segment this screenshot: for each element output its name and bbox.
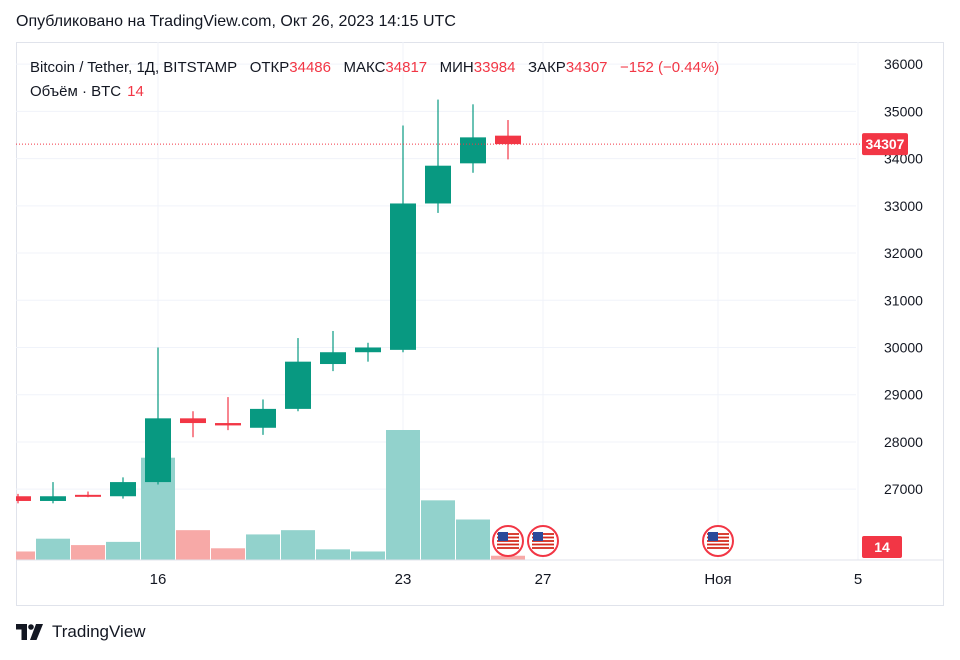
time-tick-label: 23 [395, 571, 412, 588]
volume-bar [71, 545, 105, 560]
volume-bar [491, 555, 525, 560]
price-badge: 34307 [862, 133, 908, 156]
brand-name: TradingView [52, 622, 146, 641]
flag-canton [533, 532, 543, 541]
price-badge-text: 34307 [866, 136, 905, 152]
us-flag-event-icon [527, 525, 559, 557]
published-line: Опубликовано на TradingView.com, Окт 26,… [16, 13, 456, 30]
time-axis: 16 23 27 Ноя 5 [16, 559, 944, 588]
volume-bar [211, 548, 245, 560]
open-label: ОТКР [249, 59, 290, 76]
flag-stripe [497, 543, 519, 546]
tradingview-logo-icon [16, 624, 43, 640]
flag-stripe [532, 547, 554, 549]
volume-bar [386, 430, 420, 560]
volume-badge-text: 14 [874, 539, 890, 555]
candle-body [40, 496, 66, 501]
close-value: 34307 [565, 59, 608, 76]
volume-bar [281, 530, 315, 560]
price-tick-label: 28000 [884, 434, 923, 450]
time-tick-label: 5 [854, 571, 862, 588]
volume-bar [456, 519, 490, 560]
candle-body [180, 418, 206, 424]
low-value: 33984 [473, 59, 516, 76]
close-label: ЗАКР [528, 59, 566, 76]
candle-body [110, 482, 136, 497]
open-value: 34486 [289, 59, 331, 76]
candle-body [145, 418, 171, 483]
price-tick-label: 27000 [884, 481, 923, 497]
candle-body [250, 408, 276, 428]
symbol-label: Bitcoin / Tether, 1Д, BITSTAMP [30, 59, 238, 76]
candle-body [390, 203, 416, 350]
price-tick-label: 36000 [884, 56, 923, 72]
candle-body [460, 137, 486, 164]
price-tick-label: 32000 [884, 245, 923, 261]
change-value: −152 (−0.44%) [620, 59, 720, 76]
flag-canton [498, 532, 508, 541]
time-tick-label: Ноя [704, 571, 731, 588]
price-tick-label: 31000 [884, 292, 923, 308]
candle-body [285, 361, 311, 409]
volume-bar [421, 500, 455, 560]
chart-frame [16, 42, 944, 606]
flag-canton [708, 532, 718, 541]
flag-stripe [707, 543, 729, 546]
flag-stripe [532, 543, 554, 546]
price-axis: 2700028000290003000031000320003300034000… [884, 56, 923, 497]
volume-bar [351, 551, 385, 560]
high-value: 34817 [385, 59, 428, 76]
candle-body [495, 135, 521, 145]
volume-bar [246, 534, 280, 560]
candle-body [75, 494, 101, 497]
price-tick-label: 35000 [884, 103, 923, 119]
us-flag-event-icon [492, 525, 524, 557]
candle-body [16, 496, 31, 501]
time-tick-label: 16 [150, 571, 167, 588]
candle-body [215, 423, 241, 426]
volume-bar [16, 551, 35, 560]
ohlc-legend: Bitcoin / Tether, 1Д, BITSTAMP ОТКР34486… [30, 58, 719, 78]
price-tick-label: 30000 [884, 340, 923, 356]
price-tick-label: 29000 [884, 387, 923, 403]
candle-body [320, 352, 346, 365]
candlestick-chart[interactable]: 2700028000290003000031000320003300034000… [16, 42, 944, 606]
candle-body [355, 347, 381, 353]
us-flag-event-icon [702, 525, 734, 557]
flag-stripe [497, 547, 519, 549]
low-label: МИН [439, 59, 474, 76]
volume-bar [176, 530, 210, 560]
price-tick-label: 33000 [884, 198, 923, 214]
candles [16, 99, 521, 504]
volume-value: 14 [127, 83, 144, 100]
volume-badge: 14 [862, 536, 902, 558]
volume-bar [36, 538, 70, 560]
volume-legend: Объём · BTC 14 [30, 83, 144, 100]
flag-stripe [707, 547, 729, 549]
events [492, 525, 734, 557]
candle-body [425, 165, 451, 204]
high-label: МАКС [343, 59, 386, 76]
time-tick-label: 27 [535, 571, 552, 588]
volume-bar [316, 549, 350, 560]
volume-bar [106, 541, 140, 560]
footer-brand[interactable]: TradingView [16, 622, 146, 642]
volume-label: Объём · BTC [30, 83, 122, 100]
